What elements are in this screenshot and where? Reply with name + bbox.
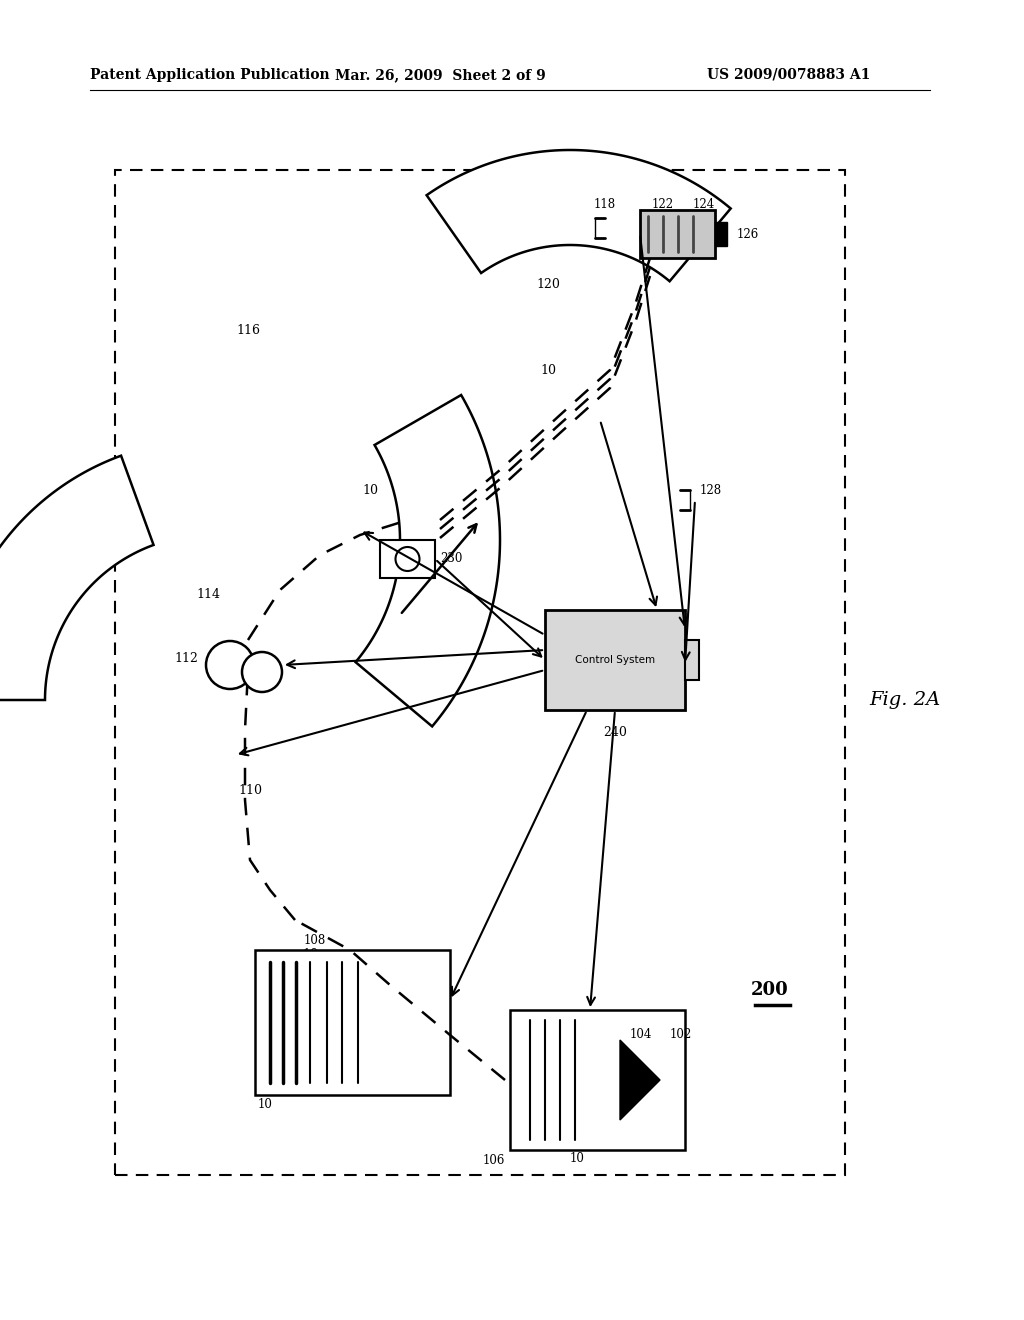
- Text: Patent Application Publication: Patent Application Publication: [90, 69, 330, 82]
- Text: 116: 116: [236, 323, 260, 337]
- Polygon shape: [355, 395, 500, 726]
- Bar: [545, 610, 685, 710]
- Text: 200: 200: [752, 981, 788, 999]
- Text: Mar. 26, 2009  Sheet 2 of 9: Mar. 26, 2009 Sheet 2 of 9: [335, 69, 546, 82]
- Polygon shape: [0, 455, 154, 700]
- Text: 10: 10: [302, 949, 318, 961]
- Text: 120: 120: [536, 279, 560, 292]
- Text: 124: 124: [692, 198, 715, 211]
- Bar: [640, 210, 715, 257]
- Text: 110: 110: [238, 784, 262, 796]
- Polygon shape: [620, 1040, 660, 1119]
- Text: 112: 112: [174, 652, 198, 664]
- Text: 118: 118: [594, 198, 616, 211]
- Polygon shape: [427, 150, 731, 281]
- Text: Control System: Control System: [574, 655, 655, 665]
- Text: US 2009/0078883 A1: US 2009/0078883 A1: [707, 69, 870, 82]
- Text: 128: 128: [700, 483, 722, 496]
- Text: 230: 230: [440, 553, 463, 565]
- Text: 122: 122: [651, 198, 674, 211]
- Text: 10: 10: [540, 363, 556, 376]
- Bar: [715, 222, 727, 246]
- Bar: [255, 950, 450, 1096]
- Text: 10: 10: [258, 1098, 272, 1111]
- Bar: [510, 1010, 685, 1150]
- Bar: [685, 640, 699, 680]
- Bar: [115, 170, 845, 1175]
- Text: 102: 102: [670, 1028, 692, 1041]
- Text: 126: 126: [737, 227, 759, 240]
- Circle shape: [242, 652, 282, 692]
- Text: 10: 10: [570, 1151, 585, 1164]
- Text: Fig. 2A: Fig. 2A: [869, 690, 941, 709]
- Circle shape: [206, 642, 254, 689]
- Text: 114: 114: [196, 589, 220, 602]
- Text: 240: 240: [603, 726, 627, 738]
- Text: 106: 106: [482, 1154, 505, 1167]
- Bar: [380, 540, 435, 578]
- Text: 10: 10: [362, 483, 378, 496]
- Text: 104: 104: [630, 1028, 652, 1041]
- Text: 108: 108: [304, 933, 326, 946]
